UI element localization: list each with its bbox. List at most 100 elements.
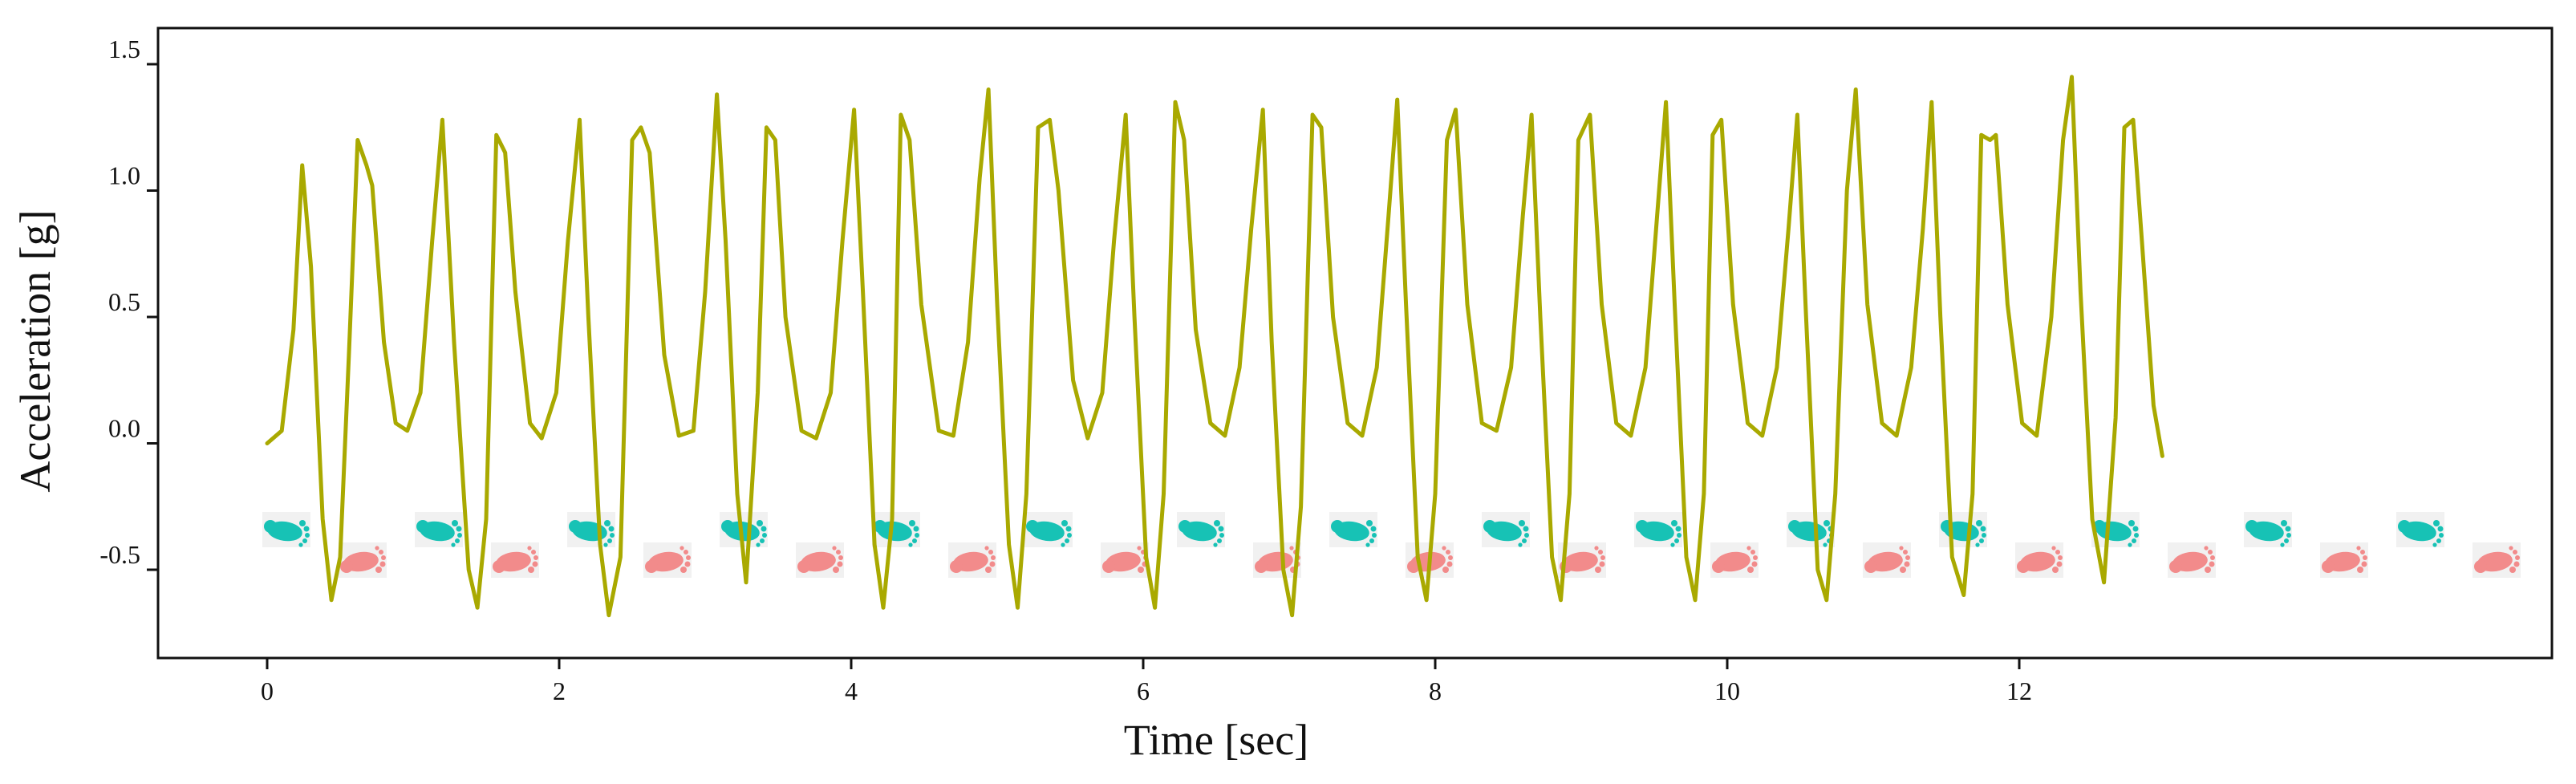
footprint-toe	[375, 546, 379, 550]
footprint-toe	[2439, 533, 2444, 538]
footprint-heel	[1864, 560, 1877, 573]
y-tick-label: 0.5	[108, 287, 140, 316]
footprint-toe	[2436, 538, 2441, 543]
footprint-toe	[1442, 567, 1449, 573]
footprint-toe	[1523, 526, 1529, 532]
footprint-toe	[2432, 542, 2437, 547]
footprint-toe	[379, 561, 386, 567]
footprint-toe	[305, 533, 310, 538]
footprint-heel	[1331, 520, 1344, 533]
footprint-heel	[2322, 560, 2335, 573]
x-tick-label: 10	[1714, 676, 1740, 705]
footprint-heel	[874, 520, 886, 533]
footprint-toe	[760, 538, 765, 543]
footprint-toe	[2210, 555, 2215, 560]
footprint-toe	[302, 538, 307, 543]
footprint-toe	[2280, 542, 2285, 547]
footprint-toe	[837, 561, 843, 567]
footprint-toe	[684, 550, 688, 554]
x-axis-ticks: 0 2 4 6 8 10 12	[261, 658, 2032, 705]
footprint-toe	[909, 520, 915, 526]
plot-frame	[156, 26, 2554, 660]
footprint-heel	[1102, 560, 1115, 573]
footprint-toe	[679, 546, 684, 550]
footprint-toe	[1372, 533, 1377, 538]
footprint-toe	[838, 555, 843, 560]
footprint-toe	[375, 567, 382, 573]
footprint-toe	[2132, 538, 2136, 543]
footprint-toe	[531, 550, 536, 554]
y-tick-label: 0.0	[108, 414, 140, 443]
footprint-toe	[1448, 555, 1453, 560]
footprint-heel	[1178, 520, 1191, 533]
left-footprint-icon	[720, 512, 768, 547]
plot-border	[156, 26, 2554, 660]
y-axis-ticks: -0.5 0.0 0.5 1.0 1.5	[99, 35, 158, 571]
footprint-toe	[1366, 520, 1373, 526]
footprint-heel	[1788, 520, 1801, 533]
x-axis-title: Time [sec]	[1124, 716, 1308, 764]
footprint-toe	[2208, 550, 2213, 554]
footprint-heel	[2245, 520, 2258, 533]
series-layer	[265, 75, 2164, 618]
footprint-toe	[2513, 550, 2517, 554]
footprint-toe	[1442, 546, 1446, 550]
footprint-toe	[532, 561, 538, 567]
footprint-toe	[762, 533, 767, 538]
x-tick-label: 12	[2006, 676, 2032, 705]
footprint-heel	[1636, 520, 1649, 533]
footprint-toe	[1138, 567, 1144, 573]
footprint-toe	[680, 567, 687, 573]
footprint-toe	[1369, 538, 1374, 543]
footprint-heel	[1407, 560, 1420, 573]
footprint-toe	[1823, 520, 1830, 526]
footprint-toe	[299, 520, 306, 526]
left-footprint-icon	[1024, 512, 1073, 547]
footprint-toe	[1598, 550, 1603, 554]
left-footprint-icon	[1939, 512, 1987, 547]
footprint-toe	[1753, 555, 1758, 560]
x-tick-label: 8	[1429, 676, 1442, 705]
footprint-toe	[381, 555, 386, 560]
footprint-toe	[1067, 533, 1072, 538]
footprint-toe	[1750, 550, 1755, 554]
right-footprint-icon	[1863, 542, 1911, 578]
footprint-toe	[2204, 546, 2209, 550]
footprint-toe	[2209, 561, 2215, 567]
x-tick-label: 2	[553, 676, 566, 705]
left-footprint-icon	[1634, 512, 1682, 547]
footprint-toe	[2058, 555, 2063, 560]
footprint-toe	[451, 542, 456, 547]
footprint-toe	[533, 555, 538, 560]
footprint-heel	[493, 560, 505, 573]
footprint-toe	[2128, 520, 2135, 526]
footprint-toe	[832, 546, 837, 550]
footprint-toe	[604, 520, 611, 526]
footprint-toe	[379, 550, 383, 554]
footprint-toe	[2360, 550, 2365, 554]
footprint-toe	[908, 542, 913, 547]
footprint-toe	[1976, 520, 1982, 526]
footprint-toe	[2363, 555, 2367, 560]
footprint-toe	[2286, 533, 2291, 538]
footprint-heel	[340, 560, 353, 573]
footprint-heel	[1483, 520, 1496, 533]
right-footprint-icon	[643, 542, 692, 578]
footprint-heel	[1026, 520, 1039, 533]
footprint-toe	[610, 533, 615, 538]
right-footprint-icon	[1101, 542, 1149, 578]
footprint-toe	[2433, 520, 2440, 526]
footprint-heel	[1712, 560, 1725, 573]
footprint-heel	[2169, 560, 2182, 573]
footprint-toe	[991, 555, 996, 560]
footprint-toe	[608, 526, 615, 532]
footprint-toe	[1677, 533, 1681, 538]
footprint-heel	[721, 520, 734, 533]
footprint-toe	[2132, 526, 2139, 532]
footprint-toe	[2285, 526, 2291, 532]
footprint-toe	[761, 526, 767, 532]
footprint-heel	[1255, 560, 1268, 573]
footprint-toe	[2281, 520, 2287, 526]
footprint-toe	[2513, 561, 2520, 567]
footprint-toe	[1674, 538, 1679, 543]
